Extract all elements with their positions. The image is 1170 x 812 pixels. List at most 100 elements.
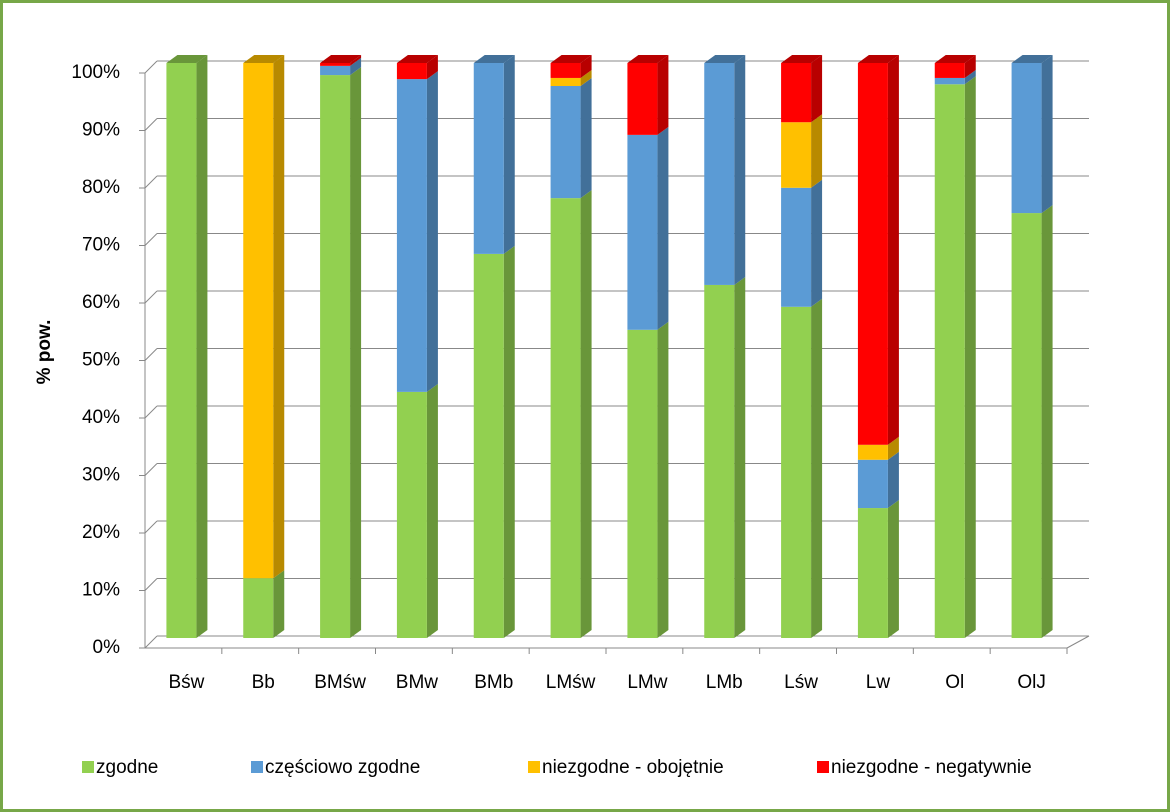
y-tick-label: 90% xyxy=(82,120,120,141)
bar xyxy=(857,508,888,638)
bar xyxy=(704,63,735,285)
bar xyxy=(781,122,812,188)
bar-side xyxy=(580,69,592,86)
x-tick-label: Bśw xyxy=(168,672,204,693)
y-tick-label: 50% xyxy=(82,350,120,371)
bar-side xyxy=(426,383,438,638)
grid-diagonal xyxy=(144,463,158,476)
legend-swatch xyxy=(817,761,829,773)
bar xyxy=(396,79,427,392)
grid-diagonal xyxy=(144,233,158,246)
bar xyxy=(627,134,658,330)
y-axis-label: % pow. xyxy=(34,320,55,385)
bar-side xyxy=(580,78,592,199)
bar-side xyxy=(887,55,899,445)
legend-label: częściowo zgodne xyxy=(265,757,420,778)
bar xyxy=(781,63,812,123)
bar-side xyxy=(811,298,823,638)
bar-top xyxy=(320,55,362,63)
bar xyxy=(550,86,581,199)
bar xyxy=(473,253,504,638)
grid-diagonal xyxy=(144,290,158,304)
y-tick-label: 0% xyxy=(93,637,121,658)
bar xyxy=(781,306,812,638)
legend-swatch xyxy=(251,761,263,773)
bar-side xyxy=(734,55,746,285)
bar xyxy=(396,63,427,80)
bar-side xyxy=(503,245,515,638)
bar xyxy=(320,75,351,638)
legend-label: niezgodne - obojętnie xyxy=(542,757,724,778)
bar-top xyxy=(473,55,515,63)
bar-side xyxy=(657,321,669,638)
grid-diagonal xyxy=(144,405,158,419)
legend-swatch xyxy=(82,761,94,773)
bar xyxy=(1011,63,1042,214)
y-tick-label: 70% xyxy=(82,235,120,256)
bar xyxy=(473,63,504,254)
x-tick-label: LMśw xyxy=(546,672,596,693)
legend-label: zgodne xyxy=(96,757,158,778)
bar-side xyxy=(657,126,669,330)
y-tick-label: 60% xyxy=(82,292,120,313)
bar xyxy=(704,284,735,638)
bar xyxy=(781,187,812,307)
bar xyxy=(857,459,888,509)
bar xyxy=(934,63,965,78)
bar-side xyxy=(887,436,899,460)
bar-side xyxy=(196,55,208,638)
bar-side xyxy=(503,55,515,254)
bar xyxy=(857,63,888,445)
bar-side xyxy=(811,179,823,307)
grid-diagonal xyxy=(144,118,158,131)
bar-side xyxy=(426,55,438,80)
bar xyxy=(166,63,197,638)
y-tick-label: 100% xyxy=(71,62,120,83)
bar-side xyxy=(1041,55,1053,214)
grid-diagonal xyxy=(144,635,158,649)
bar-top xyxy=(550,55,592,63)
bar-top xyxy=(857,55,899,63)
bar xyxy=(243,63,274,579)
bar-side xyxy=(580,55,592,78)
bar-side xyxy=(734,276,746,638)
x-tick-label: Bb xyxy=(252,672,275,693)
x-tick-label: OlJ xyxy=(1017,672,1046,693)
bar-top xyxy=(781,55,823,63)
bar-top xyxy=(396,55,438,63)
bar-side xyxy=(811,114,823,188)
bar xyxy=(320,63,351,66)
bar-side xyxy=(964,76,976,638)
y-tick-label: 40% xyxy=(82,407,120,428)
bar xyxy=(934,84,965,638)
bar-side xyxy=(964,69,976,85)
x-tick-label: BMb xyxy=(474,672,513,693)
legend-label: niezgodne - negatywnie xyxy=(831,757,1032,778)
bar xyxy=(550,63,581,78)
floor-edge xyxy=(1066,635,1090,649)
bar-side xyxy=(273,55,285,579)
legend-swatch xyxy=(528,761,540,773)
bar-side xyxy=(964,55,976,78)
bar-side xyxy=(811,55,823,123)
bar xyxy=(243,578,274,638)
x-tick-label: BMw xyxy=(396,672,439,693)
bar xyxy=(857,444,888,460)
y-tick-label: 10% xyxy=(82,580,120,601)
bar xyxy=(550,77,581,86)
bar-top xyxy=(166,55,208,63)
bar-top xyxy=(1011,55,1053,63)
x-tick-label: LMw xyxy=(627,672,667,693)
y-tick-label: 30% xyxy=(82,465,120,486)
bar-side xyxy=(350,67,362,638)
bar-top xyxy=(704,55,746,63)
bar xyxy=(550,198,581,638)
bar-side xyxy=(657,55,669,135)
bar-side xyxy=(350,57,362,76)
x-tick-label: Lśw xyxy=(784,672,818,693)
bar xyxy=(396,391,427,638)
bar-top xyxy=(243,55,285,63)
bar-side xyxy=(887,451,899,509)
bar xyxy=(934,77,965,85)
x-tick-label: Ol xyxy=(945,672,964,693)
